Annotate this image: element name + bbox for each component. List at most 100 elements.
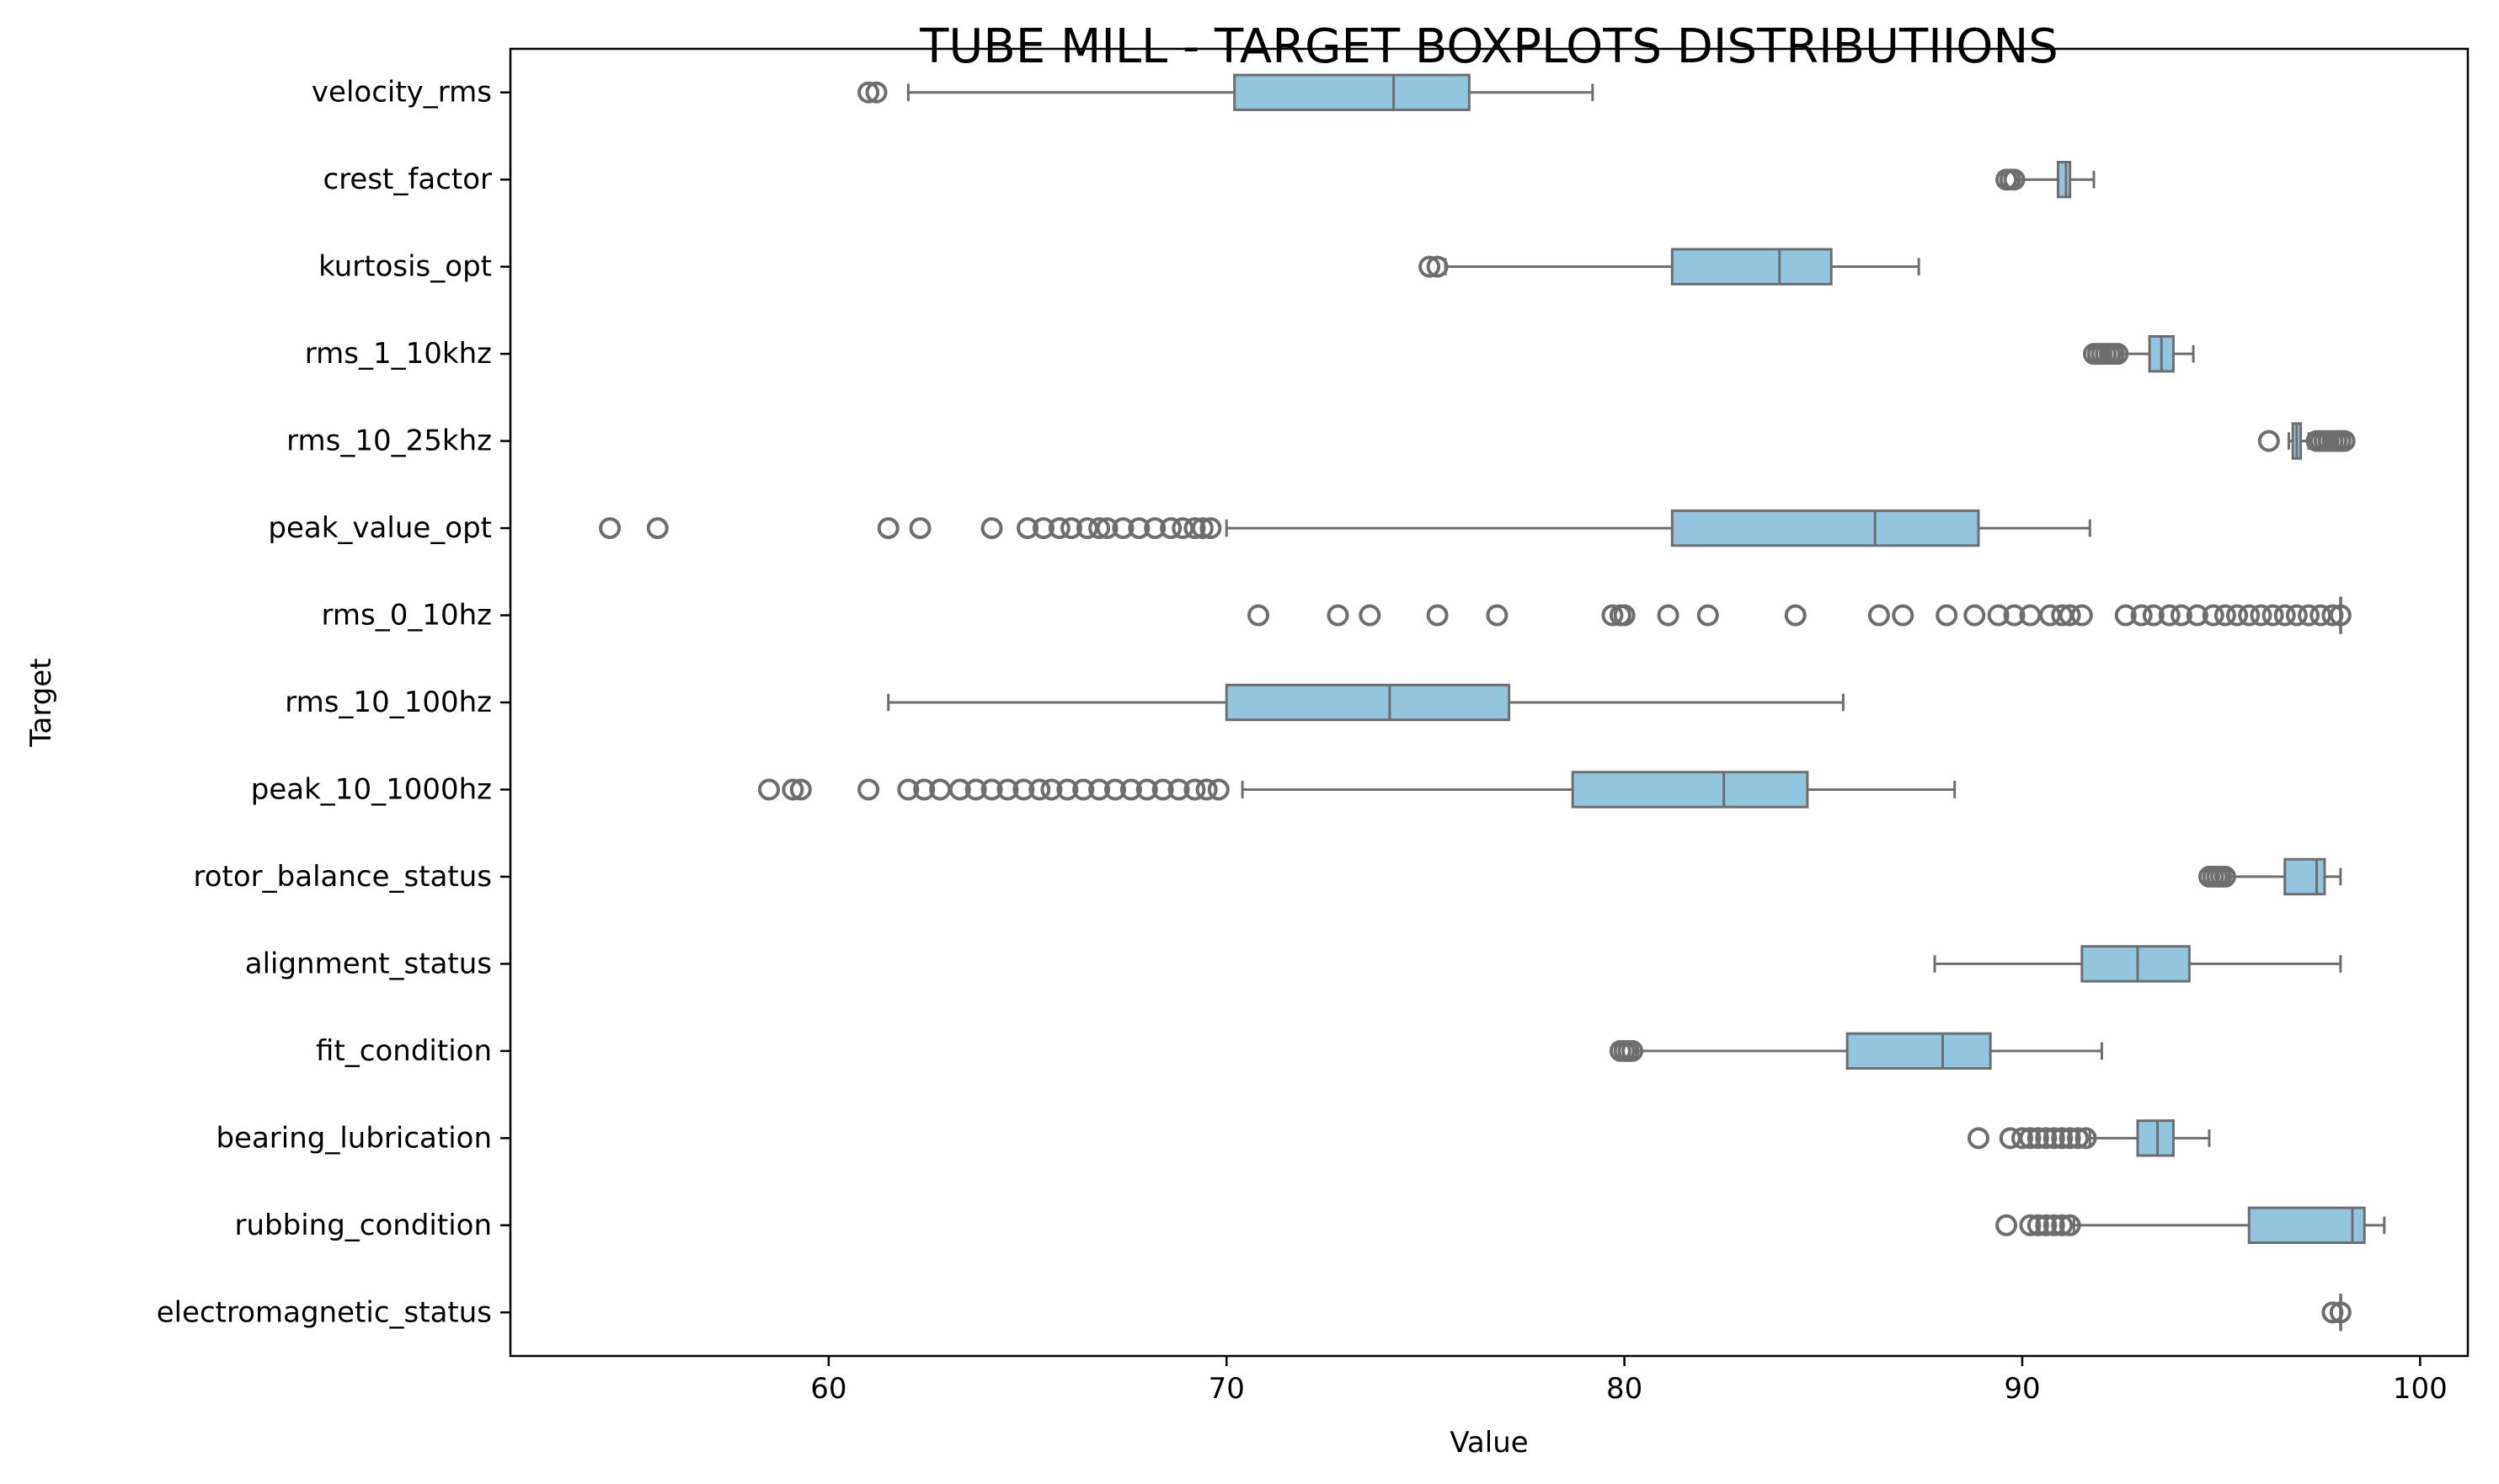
y-tick-label: rms_0_10hz <box>321 599 492 633</box>
y-tick-label: rms_1_10khz <box>305 337 492 371</box>
axes: velocity_rms crest_factor kurtosis_opt rms_… <box>157 76 2448 1406</box>
y-tick-label: fit_condition <box>316 1034 492 1068</box>
outlier-point <box>2019 1214 2042 1236</box>
outlier-point <box>2213 604 2236 627</box>
y-tick-label: velocity_rms <box>312 76 492 109</box>
chart-title: TUBE MILL - TARGET BOXPLOTS DISTRIBUTIIO… <box>919 19 2058 74</box>
y-tick-label: bearing_lubrication <box>216 1121 492 1155</box>
outlier-point <box>2170 604 2192 627</box>
boxplot-crest-factor <box>1995 161 2096 199</box>
outlier-point <box>1135 778 1158 801</box>
y-tick-label: rotor_balance_status <box>194 860 492 894</box>
outlier-point <box>2130 604 2153 627</box>
outlier-point <box>1088 778 1111 801</box>
outlier-point <box>1060 517 1083 540</box>
boxplot-rubbing-condition <box>1995 1206 2386 1244</box>
outlier-point <box>646 517 669 540</box>
outlier-point <box>1867 604 1890 627</box>
outlier-point <box>1103 778 1126 801</box>
y-tick-label: peak_value_opt <box>268 511 492 545</box>
boxplot-alignment-status <box>1933 945 2342 983</box>
outlier-point <box>1088 517 1111 540</box>
plot-marks <box>599 73 2386 1332</box>
outlier-point <box>897 778 920 801</box>
outlier-point <box>2042 1214 2065 1236</box>
outlier-point <box>1207 778 1230 801</box>
outlier-point <box>2273 604 2296 627</box>
outlier-point <box>1048 517 1071 540</box>
outlier-point <box>2257 430 2280 452</box>
outlier-point <box>1119 778 1142 801</box>
boxplot-peak-value-opt <box>599 509 2091 547</box>
outlier-point <box>2142 604 2165 627</box>
x-tick-label: 70 <box>1209 1372 1245 1406</box>
outlier-point <box>1151 778 1174 801</box>
boxplot-rms-10-25khz <box>2257 422 2356 460</box>
outlier-point <box>1995 1214 2018 1236</box>
outlier-point <box>599 517 622 540</box>
outlier-point <box>758 778 781 801</box>
outlier-point <box>2298 604 2320 627</box>
outlier-point <box>996 778 1019 801</box>
outlier-point <box>1247 604 1270 627</box>
outlier-point <box>2158 604 2181 627</box>
y-tick-label: electromagnetic_status <box>157 1295 492 1329</box>
outlier-point <box>1183 517 1206 540</box>
outlier-point <box>1128 517 1151 540</box>
boxplot-peak-10-1000hz <box>758 771 1957 809</box>
outlier-point <box>2003 168 2026 191</box>
outlier-point <box>1418 255 1441 278</box>
iqr-box <box>2283 857 2326 896</box>
x-tick-label: 60 <box>810 1372 846 1406</box>
iqr-box <box>2080 945 2191 983</box>
iqr-box <box>1845 1032 1992 1070</box>
outlier-point <box>2003 604 2026 627</box>
outlier-point <box>1112 517 1135 540</box>
outlier-point <box>2058 604 2081 627</box>
outlier-point <box>2051 1127 2074 1150</box>
iqr-box <box>1571 771 1809 809</box>
outlier-point <box>1486 604 1508 627</box>
iqr-box <box>1670 248 1833 286</box>
outlier-point <box>1936 604 1958 627</box>
outlier-point <box>1017 517 1039 540</box>
iqr-box <box>2247 1206 2366 1244</box>
outlier-point <box>2186 604 2208 627</box>
outlier-point <box>2010 1127 2033 1150</box>
outlier-point <box>1987 604 2010 627</box>
outlier-point <box>1621 1039 1644 1062</box>
outlier-point <box>2051 1214 2074 1236</box>
outlier-point <box>980 517 1003 540</box>
outlier-point <box>1191 517 1214 540</box>
outlier-point <box>2114 604 2137 627</box>
outlier-point <box>2058 1214 2081 1236</box>
boxplot-rms-1-10khz <box>2082 334 2195 373</box>
boxplot-fit-condition <box>1609 1032 2103 1070</box>
outlier-point <box>1096 517 1119 540</box>
outlier-point <box>1426 255 1449 278</box>
outlier-point <box>2035 1127 2058 1150</box>
outlier-point <box>980 778 1003 801</box>
outlier-point <box>1040 778 1063 801</box>
outlier-point <box>1601 604 1624 627</box>
boxplot-bearing-lubrication <box>1968 1119 2211 1157</box>
outlier-point <box>2213 865 2236 888</box>
y-tick-label: rubbing_condition <box>235 1209 492 1242</box>
outlier-point <box>2026 1127 2049 1150</box>
outlier-point <box>857 778 880 801</box>
outlier-point <box>1657 604 1679 627</box>
outlier-point <box>2321 1301 2344 1324</box>
outlier-point <box>1892 604 1914 627</box>
boxplot-rotor-balance-status <box>2197 857 2342 896</box>
x-tick-label: 80 <box>1606 1372 1642 1406</box>
outlier-point <box>1195 778 1218 801</box>
iqr-box <box>2136 1119 2175 1157</box>
outlier-point <box>1160 517 1183 540</box>
y-tick-label: kurtosis_opt <box>318 250 492 284</box>
outlier-point <box>1072 778 1095 801</box>
outlier-point <box>948 778 971 801</box>
outlier-point <box>2238 604 2261 627</box>
outlier-point <box>1968 1127 1989 1150</box>
outlier-point <box>1426 604 1449 627</box>
